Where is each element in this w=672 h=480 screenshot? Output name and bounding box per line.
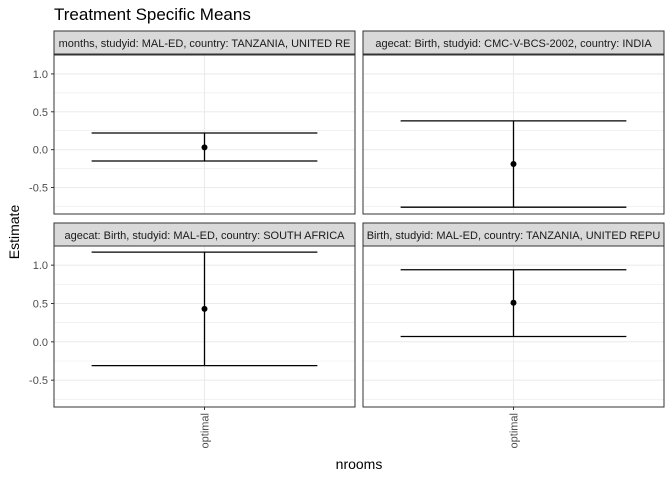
estimate-point bbox=[510, 161, 517, 168]
facet-strip-label: months, studyid: MAL-ED, country: TANZAN… bbox=[59, 38, 351, 50]
facet-panel-4: Birth, studyid: MAL-ED, country: TANZANI… bbox=[362, 222, 665, 408]
panel-border bbox=[53, 54, 356, 215]
y-tick-label: -0.5 bbox=[29, 375, 48, 387]
x-tick-label: optimal bbox=[509, 413, 521, 448]
y-tick-label: 0.0 bbox=[33, 337, 48, 349]
facet-strip bbox=[362, 30, 665, 55]
facet-strip-label: Birth, studyid: MAL-ED, country: TANZANI… bbox=[367, 230, 661, 242]
x-axis-title: nrooms bbox=[336, 456, 383, 472]
chart-title: Treatment Specific Means bbox=[54, 5, 251, 24]
y-tick-label: 0.0 bbox=[33, 145, 48, 157]
facet-strip-label: agecat: Birth, studyid: CMC-V-BCS-2002, … bbox=[375, 38, 652, 50]
estimate-point bbox=[510, 299, 517, 306]
y-tick-label: 1.0 bbox=[33, 260, 48, 272]
x-tick-label: optimal bbox=[200, 413, 212, 448]
facet-panel-3: agecat: Birth, studyid: MAL-ED, country:… bbox=[29, 222, 356, 408]
y-tick-label: 1.0 bbox=[33, 69, 48, 81]
y-axis-title: Estimate bbox=[6, 205, 22, 260]
y-tick-label: 0.5 bbox=[33, 107, 48, 119]
x-ticks-layer: optimal optimal bbox=[200, 407, 521, 448]
y-tick-label: 0.5 bbox=[33, 299, 48, 311]
facet-strip bbox=[53, 30, 356, 55]
facet-strip-label: agecat: Birth, studyid: MAL-ED, country:… bbox=[65, 230, 346, 242]
facet-panel-2: agecat: Birth, studyid: CMC-V-BCS-2002, … bbox=[362, 30, 665, 215]
panels-layer: months, studyid: MAL-ED, country: TANZAN… bbox=[29, 30, 665, 408]
y-tick-label: -0.5 bbox=[29, 183, 48, 195]
estimate-point bbox=[201, 144, 208, 151]
facet-panel-1: months, studyid: MAL-ED, country: TANZAN… bbox=[29, 30, 356, 215]
estimate-point bbox=[201, 305, 208, 312]
panel-border bbox=[362, 54, 665, 215]
